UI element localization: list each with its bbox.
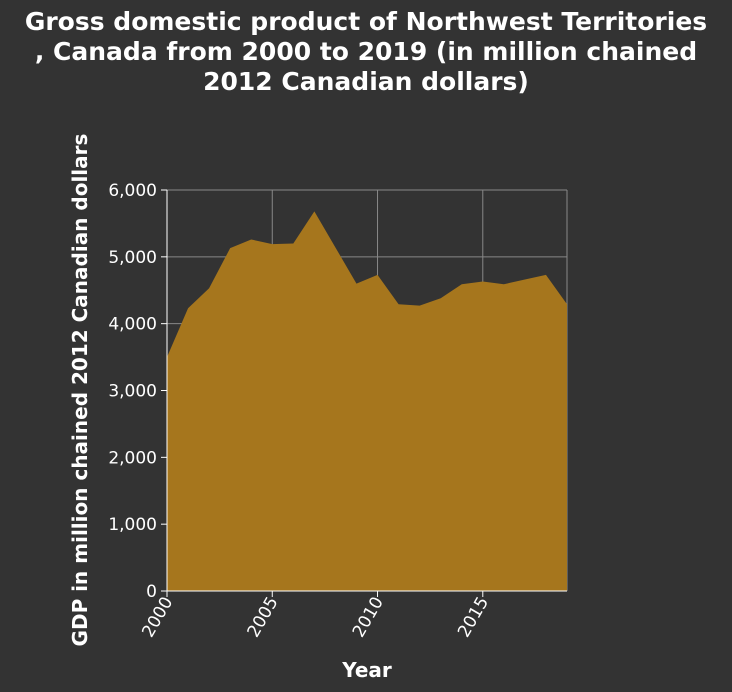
y-tick-label: 6,000 (108, 181, 157, 201)
area-series (167, 211, 567, 592)
gdp-area (167, 211, 567, 592)
x-tick-label: 2000 (138, 594, 177, 641)
y-tick-label: 2,000 (108, 448, 157, 468)
y-tick-label: 3,000 (108, 382, 157, 402)
y-tick-label: 4,000 (108, 315, 157, 335)
chart-title-line-2: , Canada from 2000 to 2019 (in million c… (35, 37, 697, 66)
x-axis-title: Year (341, 658, 392, 682)
y-tick-label: 1,000 (108, 515, 157, 535)
y-axis-title: GDP in million chained 2012 Canadian dol… (68, 134, 92, 647)
y-tick-label: 5,000 (108, 248, 157, 268)
chart-title-line-1: Gross domestic product of Northwest Terr… (25, 7, 707, 36)
x-tick-label: 2005 (244, 594, 283, 641)
x-tick-label: 2015 (454, 594, 493, 641)
y-tick-label: 0 (146, 582, 157, 602)
axes (161, 189, 567, 597)
chart-title-line-3: 2012 Canadian dollars) (203, 67, 529, 96)
x-tick-label: 2010 (349, 594, 388, 641)
